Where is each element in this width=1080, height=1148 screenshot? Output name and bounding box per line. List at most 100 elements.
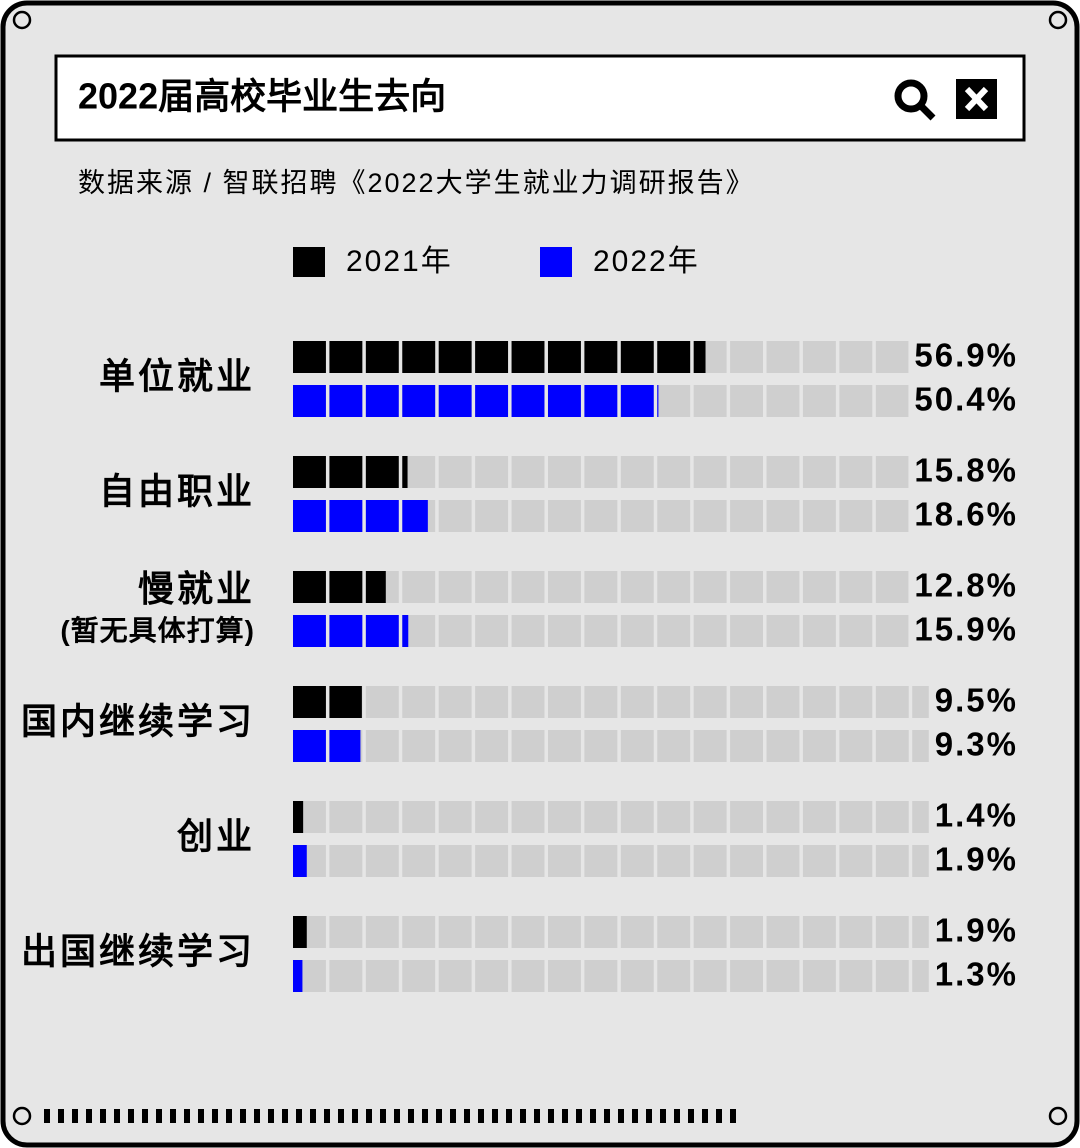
track-cell (511, 801, 545, 833)
track-cell (329, 845, 363, 877)
close-icon[interactable] (956, 79, 997, 119)
track-cell (329, 801, 363, 833)
track-cell (511, 615, 545, 647)
value-label-bg (908, 569, 1020, 605)
track-cell (365, 845, 399, 877)
track-cell (547, 845, 581, 877)
track-cell (802, 615, 836, 647)
track-cell (438, 571, 472, 603)
track-cell (511, 845, 545, 877)
track-cell (875, 341, 909, 373)
track-cell (875, 385, 909, 417)
track-cell (402, 960, 436, 992)
track-cell (875, 500, 909, 532)
track-cell (438, 960, 472, 992)
track-cell (802, 341, 836, 373)
bar (293, 845, 307, 877)
track-cell (438, 686, 472, 718)
legend-label: 2021年 (346, 245, 453, 278)
track-cell (802, 801, 836, 833)
track-cell (730, 456, 764, 488)
value-label: 56.9% (914, 337, 1018, 374)
value-label: 1.4% (935, 797, 1018, 834)
track-cell (730, 960, 764, 992)
track-cell (875, 801, 909, 833)
track-cell (365, 960, 399, 992)
track-cell (693, 571, 727, 603)
bar (293, 615, 409, 647)
track-cell (657, 686, 691, 718)
track-cell (329, 960, 363, 992)
track-cell (365, 730, 399, 762)
track-cell (511, 456, 545, 488)
track-cell (402, 686, 436, 718)
track-cell (839, 845, 873, 877)
track-cell (620, 615, 654, 647)
y-tick-label: 自由职业 (99, 471, 255, 512)
track-cell (547, 801, 581, 833)
track-cell (802, 916, 836, 948)
track-cell (802, 686, 836, 718)
track-cell (693, 500, 727, 532)
track-cell (657, 801, 691, 833)
track-cell (657, 960, 691, 992)
value-label-bg (928, 843, 1020, 879)
value-label: 9.5% (935, 682, 1018, 719)
value-label-bg (908, 454, 1020, 490)
track-cell (402, 730, 436, 762)
track-cell (730, 615, 764, 647)
value-label-bg (908, 339, 1020, 375)
track-cell (438, 456, 472, 488)
track-cell (657, 845, 691, 877)
track-cell (657, 730, 691, 762)
track-cell (584, 960, 618, 992)
track-cell (402, 801, 436, 833)
title-box (54, 54, 1026, 142)
track-cell (766, 385, 800, 417)
bar (293, 341, 706, 373)
track-cell (402, 916, 436, 948)
track-cell (620, 845, 654, 877)
track-cell (693, 385, 727, 417)
track-cell (839, 500, 873, 532)
track-cell (547, 960, 581, 992)
bar (293, 916, 307, 948)
search-icon[interactable] (894, 79, 936, 121)
track-cell (875, 571, 909, 603)
track-cell (875, 456, 909, 488)
value-label: 50.4% (914, 381, 1018, 418)
track-cell (438, 801, 472, 833)
track-cell (839, 571, 873, 603)
track-cell (584, 615, 618, 647)
track-cell (693, 960, 727, 992)
track-cell (475, 615, 509, 647)
y-tick-label: 创业 (177, 816, 255, 857)
track-cell (547, 500, 581, 532)
track-cell (875, 730, 909, 762)
track-cell (693, 730, 727, 762)
bar (293, 571, 386, 603)
track-cell (766, 801, 800, 833)
track-cell (730, 686, 764, 718)
track-cell (730, 500, 764, 532)
track-cell (438, 615, 472, 647)
track-cell (475, 500, 509, 532)
track-cell (620, 730, 654, 762)
track-cell (475, 571, 509, 603)
track-cell (766, 500, 800, 532)
track-cell (547, 730, 581, 762)
track-cell (620, 801, 654, 833)
track-cell (730, 571, 764, 603)
track-cell (839, 385, 873, 417)
track-cell (584, 571, 618, 603)
track-cell (802, 960, 836, 992)
track-cell (802, 845, 836, 877)
track-cell (584, 916, 618, 948)
track-cell (584, 686, 618, 718)
legend-label: 2022年 (593, 245, 700, 278)
track-cell (802, 571, 836, 603)
track-cell (766, 571, 800, 603)
track-cell (584, 801, 618, 833)
track-cell (766, 730, 800, 762)
